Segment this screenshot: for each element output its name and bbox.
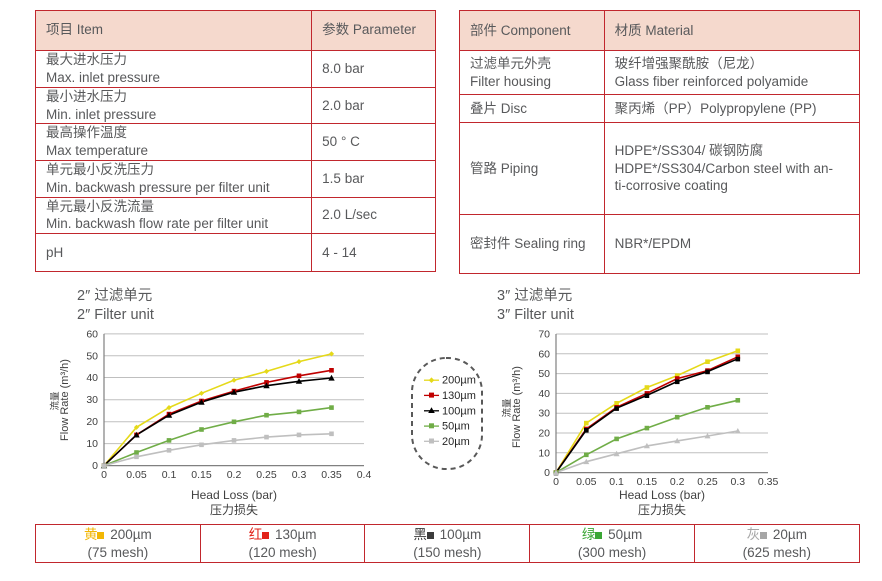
svg-text:Head Loss (bar): Head Loss (bar) (191, 488, 277, 502)
svg-text:0.25: 0.25 (256, 469, 277, 481)
svg-text:0.1: 0.1 (609, 476, 624, 488)
svg-text:压力损失: 压力损失 (638, 502, 686, 517)
svg-text:60: 60 (538, 348, 550, 360)
svg-text:0.35: 0.35 (758, 476, 779, 488)
svg-text:100µm: 100µm (442, 405, 476, 417)
svg-text:50: 50 (86, 350, 98, 362)
svg-text:30: 30 (538, 408, 550, 420)
svg-text:0.15: 0.15 (637, 476, 658, 488)
svg-text:0.15: 0.15 (191, 469, 212, 481)
svg-text:0: 0 (544, 467, 550, 479)
svg-text:20: 20 (86, 416, 98, 428)
svg-text:20: 20 (538, 428, 550, 440)
svg-text:50: 50 (538, 368, 550, 380)
svg-text:0.1: 0.1 (162, 469, 177, 481)
svg-text:0: 0 (92, 460, 98, 472)
svg-text:30: 30 (86, 394, 98, 406)
svg-text:10: 10 (538, 447, 550, 459)
svg-text:0.05: 0.05 (576, 476, 597, 488)
svg-text:50µm: 50µm (442, 421, 470, 433)
svg-text:20µm: 20µm (442, 436, 470, 448)
svg-text:130µm: 130µm (442, 390, 476, 402)
svg-text:Head Loss (bar): Head Loss (bar) (619, 488, 705, 502)
svg-text:0.3: 0.3 (292, 469, 307, 481)
svg-text:0.35: 0.35 (321, 469, 342, 481)
svg-text:0.2: 0.2 (670, 476, 685, 488)
svg-text:压力损失: 压力损失 (210, 502, 258, 517)
svg-text:0.05: 0.05 (126, 469, 147, 481)
svg-text:0.2: 0.2 (227, 469, 242, 481)
svg-text:40: 40 (86, 372, 98, 384)
svg-text:流量: 流量 (501, 398, 513, 418)
svg-text:0.25: 0.25 (697, 476, 718, 488)
svg-text:70: 70 (538, 329, 550, 341)
svg-text:10: 10 (86, 438, 98, 450)
svg-text:0: 0 (553, 476, 559, 488)
svg-text:40: 40 (538, 388, 550, 400)
svg-text:流量: 流量 (49, 391, 61, 411)
svg-text:0.3: 0.3 (730, 476, 745, 488)
svg-text:200µm: 200µm (442, 375, 476, 387)
svg-text:60: 60 (86, 328, 98, 340)
svg-text:0.4: 0.4 (357, 469, 372, 481)
svg-text:0: 0 (101, 469, 107, 481)
